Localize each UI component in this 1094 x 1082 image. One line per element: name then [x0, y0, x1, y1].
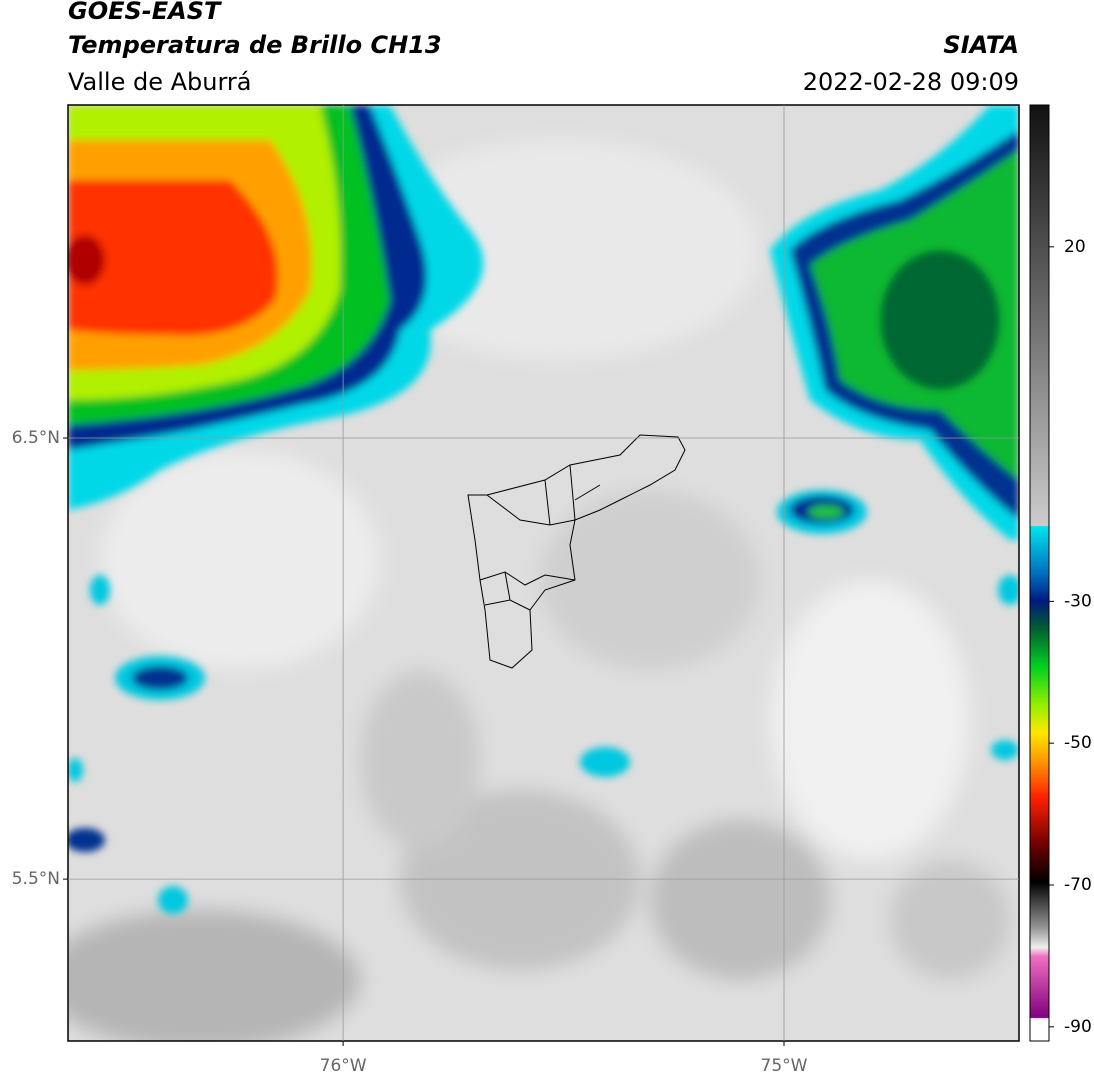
source: SIATA: [943, 31, 1019, 59]
datetime: 2022-02-28 09:09: [803, 68, 1019, 96]
y-tick-label: 5.5°N: [12, 869, 60, 889]
colorbar-label: 20: [1064, 237, 1086, 257]
product: Temperatura de Brillo CH13: [68, 31, 442, 59]
region: Valle de Aburrá: [68, 68, 252, 96]
colorbar: [1029, 104, 1050, 1042]
colorbar-label: -70: [1064, 875, 1092, 895]
colorbar-label: -90: [1064, 1017, 1092, 1037]
y-tick-label: 6.5°N: [12, 428, 60, 448]
x-tick-label: 75°W: [761, 1056, 808, 1076]
satellite: GOES-EAST: [68, 0, 222, 25]
satellite-image: [68, 105, 1019, 1041]
x-tick-label: 76°W: [320, 1056, 367, 1076]
map-frame: [67, 104, 1020, 1042]
colorbar-label: -50: [1064, 733, 1092, 753]
colorbar-label: -30: [1064, 591, 1092, 611]
